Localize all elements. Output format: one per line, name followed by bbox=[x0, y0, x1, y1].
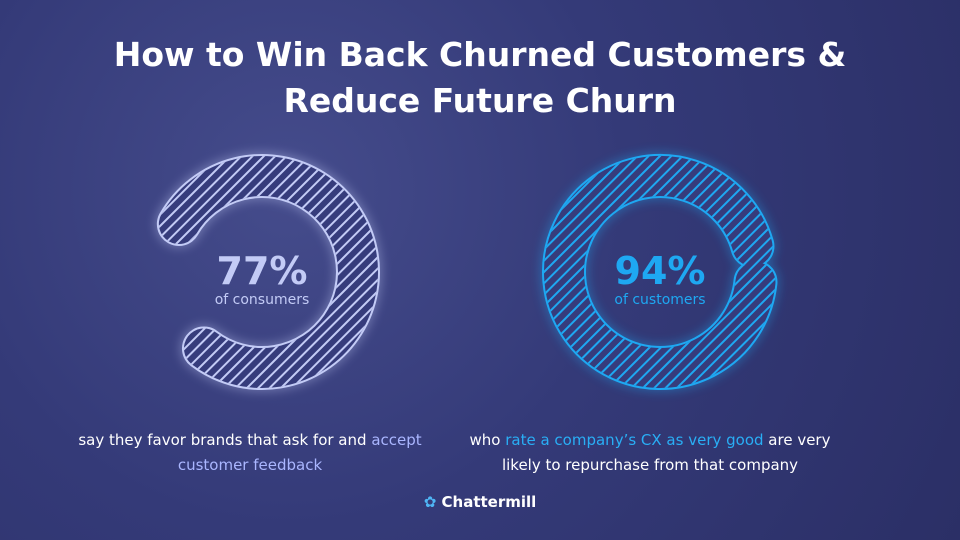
brand-name: Chattermill bbox=[441, 493, 537, 511]
ring-value: 94% bbox=[615, 249, 706, 293]
description-text: are very likely to repurchase from that … bbox=[501, 431, 831, 474]
title-line: How to Win Back Churned Customers & bbox=[113, 35, 847, 74]
ring-subtitle: of customers bbox=[614, 292, 705, 308]
ring bbox=[544, 156, 776, 388]
highlight-text: rate a company’s CX as very good bbox=[505, 431, 764, 449]
description: who rate a company’s CX as very good are… bbox=[450, 428, 850, 478]
description-text: say they favor brands that ask for and bbox=[78, 431, 372, 449]
description-text: who bbox=[469, 431, 506, 449]
ring-value: 77% bbox=[217, 249, 308, 293]
highlight-text: accept customer feedback bbox=[177, 431, 422, 474]
title: How to Win Back Churned Customers & Redu… bbox=[0, 32, 960, 124]
title-line: Reduce Future Churn bbox=[283, 81, 677, 120]
brand: ✿ Chattermill bbox=[423, 493, 537, 511]
ring-subtitle: of consumers bbox=[215, 292, 310, 308]
description: say they favor brands that ask for and a… bbox=[50, 428, 450, 478]
ring bbox=[158, 156, 378, 388]
